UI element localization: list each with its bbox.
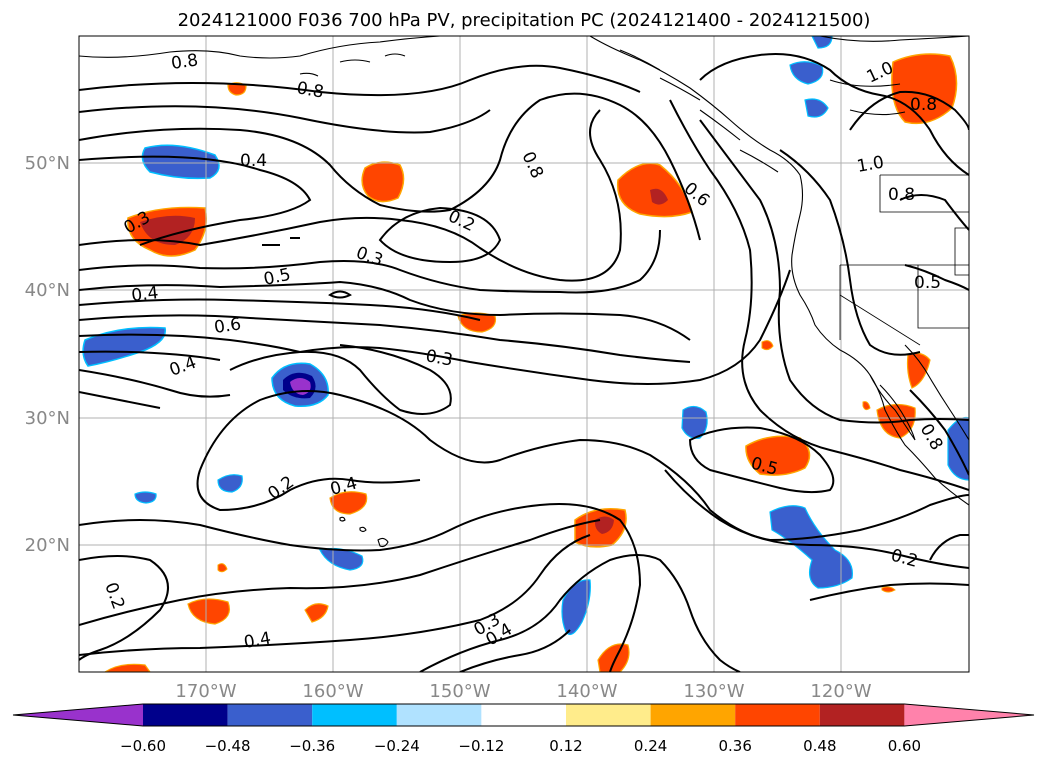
colorbar-segment	[143, 704, 228, 726]
colorbar-tick: 0.36	[718, 737, 751, 755]
lon-axis: 170°W 160°W 150°W 140°W 130°W 120°W	[175, 681, 871, 702]
map-panel: 0.8 0.8 0.4 0.3 0.2 0.3 0.5 0.4 0.6 0.4 …	[79, 36, 969, 672]
contour-label: 0.4	[130, 283, 159, 306]
contour-label: 0.3	[424, 346, 454, 370]
colorbar-tick: 0.24	[634, 737, 667, 755]
lon-tick-label: 120°W	[810, 681, 871, 702]
lon-tick-label: 150°W	[429, 681, 490, 702]
colorbar-segment	[650, 704, 736, 726]
colorbar-tick: 0.12	[549, 737, 582, 755]
colorbar-tick: −0.36	[289, 737, 335, 755]
colorbar-extend-low	[13, 704, 143, 726]
colorbar-tick: −0.48	[205, 737, 251, 755]
lat-tick-label: 40°N	[25, 280, 70, 301]
contour-label: 0.5	[914, 273, 941, 293]
contour-label: 0.8	[888, 185, 915, 205]
contour-label: 0.4	[242, 629, 272, 653]
colorbar-tick: −0.60	[120, 737, 166, 755]
contour-label: 0.8	[170, 50, 200, 74]
map-frame	[78, 35, 970, 673]
map-title: 2024121000 F036 700 hPa PV, precipitatio…	[178, 10, 871, 31]
coastlines	[79, 36, 969, 548]
contour-label: 0.8	[910, 95, 937, 115]
lat-tick-label: 30°N	[25, 408, 70, 429]
colorbar-segment	[227, 704, 313, 726]
colorbar-segment	[735, 704, 820, 726]
lon-tick-label: 130°W	[683, 681, 744, 702]
colorbar-segment	[566, 704, 651, 726]
colorbar-tick: 0.48	[803, 737, 836, 755]
colorbar: −0.60 −0.48 −0.36 −0.24 −0.12 0.12 0.24 …	[12, 703, 1035, 755]
lon-tick-label: 170°W	[175, 681, 236, 702]
contour-label: 0.8	[295, 78, 325, 102]
colorbar-segment	[312, 704, 397, 726]
colorbar-tick: −0.24	[374, 737, 420, 755]
colorbar-tick: −0.12	[458, 737, 504, 755]
lon-tick-label: 140°W	[556, 681, 617, 702]
colorbar-tick: 0.60	[888, 737, 921, 755]
precip-shading	[82, 36, 969, 672]
lat-tick-label: 20°N	[25, 535, 70, 556]
colorbar-segment	[481, 704, 566, 726]
contour-label: 1.0	[855, 153, 885, 177]
contour-label: 0.6	[213, 314, 243, 338]
pv-contours	[79, 53, 969, 672]
lon-tick-label: 160°W	[302, 681, 363, 702]
lat-axis: 20°N 30°N 40°N 50°N	[25, 153, 70, 556]
colorbar-segment	[819, 704, 905, 726]
colorbar-extend-high	[904, 704, 1034, 726]
colorbar-segment	[396, 704, 482, 726]
contour-label: 0.4	[240, 151, 267, 171]
lat-tick-label: 50°N	[25, 153, 70, 174]
